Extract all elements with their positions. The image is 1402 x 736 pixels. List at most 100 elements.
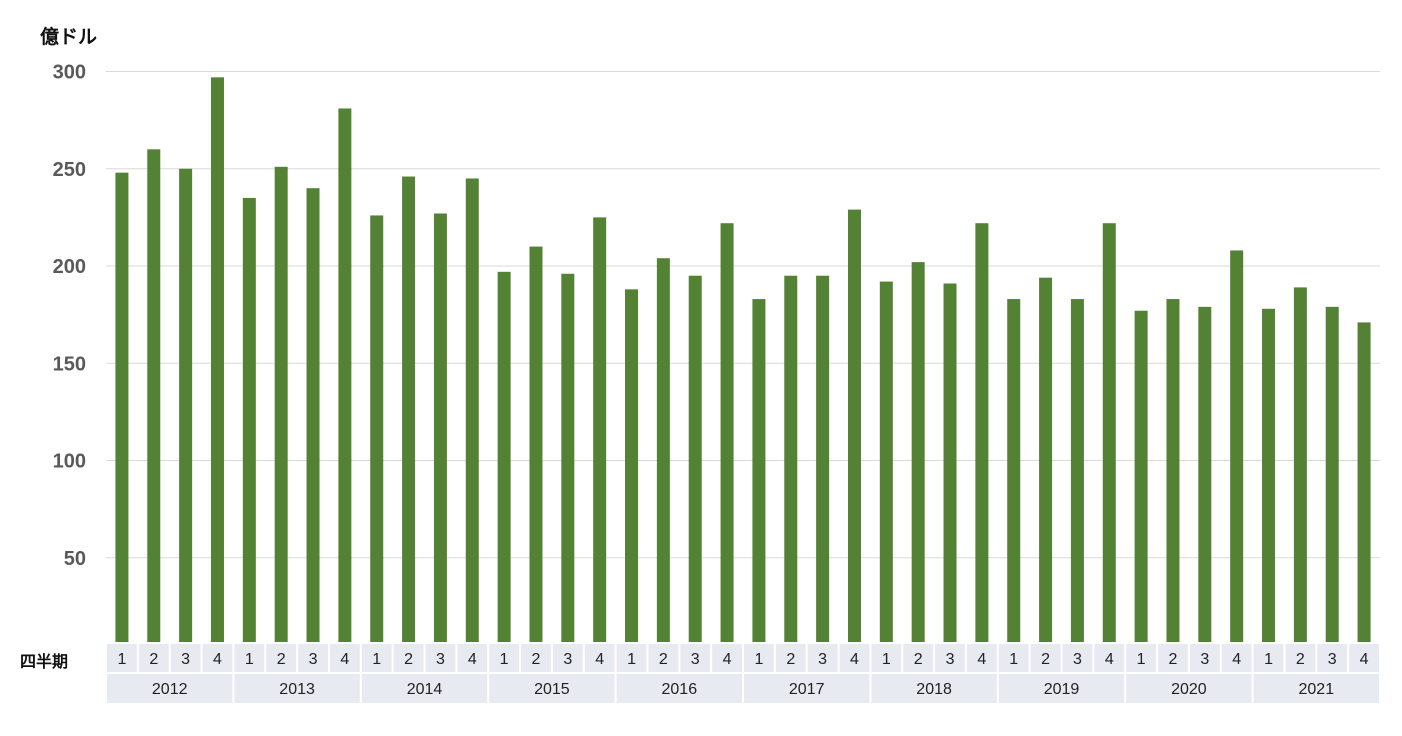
quarter-cell: [712, 644, 742, 672]
quarter-tick-label: 1: [245, 651, 254, 668]
year-tick-label: 2012: [152, 681, 188, 698]
quarter-cell: [361, 644, 392, 672]
y-tick-label: 200: [53, 256, 86, 278]
bar: [1039, 277, 1053, 642]
year-tick-label: 2016: [662, 681, 698, 698]
quarter-cell: [680, 644, 711, 672]
quarter-cell: [871, 644, 902, 672]
year-cell: [1253, 674, 1379, 703]
bar: [1102, 223, 1116, 642]
quarter-tick-label: 2: [659, 651, 668, 668]
y-tick-label: 50: [64, 548, 86, 570]
bar: [1325, 306, 1339, 642]
quarter-tick-label: 3: [1200, 651, 1209, 668]
quarter-cell: [1062, 644, 1093, 672]
quarter-tick-label: 1: [117, 651, 126, 668]
quarter-tick-label: 2: [1169, 651, 1178, 668]
quarter-cell: [903, 644, 934, 672]
bar: [816, 275, 830, 642]
quarter-tick-label: 4: [1105, 651, 1114, 668]
bar: [1070, 299, 1084, 642]
bar: [625, 289, 639, 642]
bar: [1230, 250, 1244, 642]
quarter-cell: [202, 644, 233, 672]
year-tick-label: 2018: [916, 681, 952, 698]
quarter-tick-label: 1: [882, 651, 891, 668]
year-tick-label: 2017: [789, 681, 825, 698]
y-axis-ticks: 50 100 150 200 250 300: [53, 62, 86, 570]
quarter-cell: [521, 644, 551, 672]
year-tick-label: 2020: [1171, 681, 1207, 698]
quarter-cell: [552, 644, 583, 672]
quarter-tick-label: 1: [1009, 651, 1018, 668]
quarter-tick-label: 1: [754, 651, 763, 668]
quarter-cell: [807, 644, 838, 672]
quarter-cell: [1126, 644, 1157, 672]
quarter-cell: [744, 644, 774, 672]
quarter-cell: [616, 644, 647, 672]
quarter-tick-label: 4: [850, 651, 859, 668]
quarter-tick-label: 1: [500, 651, 509, 668]
quarter-cell: [1221, 644, 1252, 672]
quarter-cell: [1285, 644, 1316, 672]
quarter-tick-label: 4: [595, 651, 604, 668]
quarter-cell: [1189, 644, 1220, 672]
bar: [1357, 322, 1371, 642]
bar: [975, 223, 989, 642]
quarter-cell: [393, 644, 424, 672]
quarter-cell: [329, 644, 360, 672]
quarter-tick-label: 1: [372, 651, 381, 668]
year-tick-label: 2014: [407, 681, 443, 698]
bar: [497, 271, 511, 642]
bar: [115, 172, 129, 642]
quarter-cell: [266, 644, 297, 672]
year-cell: [107, 674, 233, 703]
quarter-tick-label: 4: [1360, 651, 1369, 668]
y-tick-label: 150: [53, 353, 86, 375]
quarter-cell: [425, 644, 456, 672]
quarter-tick-label: 2: [404, 651, 413, 668]
bar: [210, 77, 224, 642]
quarter-cell: [1158, 644, 1188, 672]
bar: [847, 209, 861, 642]
quarter-tick-label: 4: [468, 651, 477, 668]
quarter-cell: [170, 644, 201, 672]
bar: [1262, 308, 1276, 642]
bars: [115, 77, 1371, 643]
quarter-tick-label: 2: [786, 651, 795, 668]
quarter-tick-label: 4: [1232, 651, 1241, 668]
quarter-tick-label: 2: [1041, 651, 1050, 668]
bar: [879, 281, 893, 642]
quarter-cell: [298, 644, 328, 672]
quarter-tick-label: 1: [1137, 651, 1146, 668]
quarter-cell: [234, 644, 265, 672]
bar: [688, 275, 702, 642]
quarter-cell: [648, 644, 679, 672]
bar: [529, 246, 543, 643]
quarter-tick-label: 2: [149, 651, 158, 668]
bar: [1293, 287, 1307, 642]
y-tick-label: 100: [53, 451, 86, 473]
quarter-tick-label: 1: [1264, 651, 1273, 668]
bar: [720, 223, 734, 642]
quarter-tick-label: 3: [1328, 651, 1337, 668]
quarter-tick-label: 3: [309, 651, 318, 668]
quarter-tick-label: 4: [723, 651, 732, 668]
quarter-tick-label: 2: [277, 651, 286, 668]
year-cell: [616, 674, 742, 703]
x-axis-label: 四半期: [20, 652, 69, 671]
quarter-cell: [1317, 644, 1348, 672]
quarter-cell: [138, 644, 169, 672]
quarter-tick-label: 3: [181, 651, 190, 668]
bar: [147, 149, 161, 643]
bar: [274, 166, 288, 642]
quarter-cell: [775, 644, 806, 672]
quarter-cell: [457, 644, 488, 672]
quarter-tick-label: 3: [563, 651, 572, 668]
year-cell: [998, 674, 1125, 703]
category-table: 1 2 3 4 1 2 3 4 1 2 3 4 1 2 3 4 1 2 3 4 1 2 3 4 1 2 3 4 1 2 3 4 1 2 3 4 1 2 3 4…: [107, 644, 1379, 703]
quarter-cell: [935, 644, 965, 672]
quarter-cell: [1030, 644, 1061, 672]
quarter-tick-label: 4: [213, 651, 222, 668]
bar: [943, 283, 957, 642]
